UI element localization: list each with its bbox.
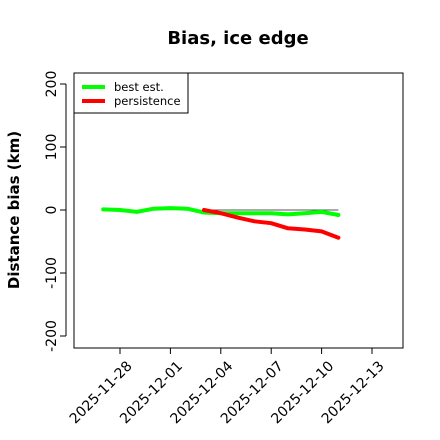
- legend-label: persistence: [114, 94, 181, 108]
- y-axis-label: Distance bias (km): [5, 131, 23, 289]
- series-line-persistence: [202, 208, 341, 240]
- y-tick-label: -100: [44, 257, 60, 289]
- legend-label: best est.: [114, 80, 164, 94]
- series-layer: [101, 206, 341, 240]
- y-tick-label: 0: [44, 206, 60, 215]
- legend-box: [73, 72, 189, 114]
- y-tick-label: 200: [44, 71, 60, 98]
- x-axis: 2025-11-282025-12-012025-12-042025-12-07…: [67, 347, 388, 427]
- chart-title: Bias, ice edge: [167, 28, 308, 49]
- legend: best est.persistence: [73, 72, 189, 114]
- y-tick-label: -200: [44, 320, 60, 352]
- y-axis: -200 -100 0 100 200: [44, 71, 67, 352]
- y-tick-label: 100: [44, 134, 60, 161]
